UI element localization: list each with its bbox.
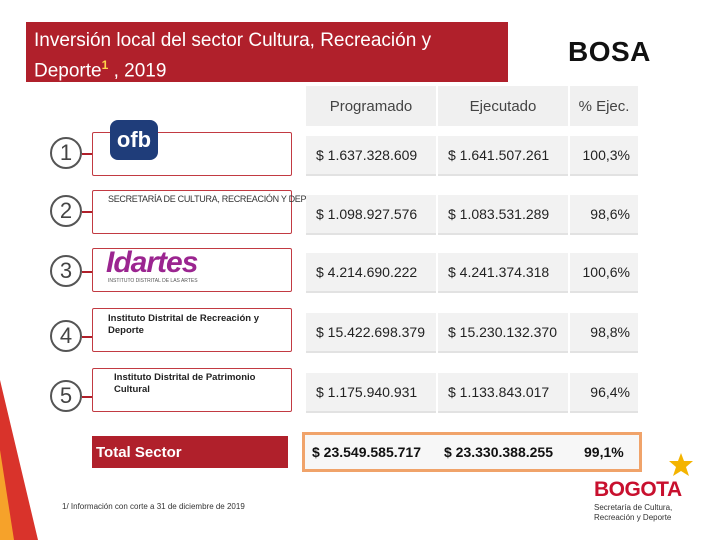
cell-pct: 98,6% — [570, 195, 638, 235]
title-main: Inversión local del sector Cultura, Recr… — [34, 30, 432, 82]
bogota-logo-subtitle: Secretaría de Cultura, Recreación y Depo… — [594, 503, 673, 522]
column-header-ejecutado: Ejecutado — [438, 86, 568, 128]
cell-ejecutado: $ 1.083.531.289 — [438, 195, 568, 235]
cell-pct: 96,4% — [570, 373, 638, 413]
row-connector — [82, 271, 100, 273]
total-pct: 99,1% — [584, 444, 624, 460]
cell-programado: $ 4.214.690.222 — [306, 253, 436, 293]
page-title: Inversión local del sector Cultura, Recr… — [34, 28, 504, 83]
title-banner: Inversión local del sector Cultura, Recr… — [26, 22, 508, 82]
column-header-pct: % Ejec. — [570, 86, 638, 128]
bogota-logo: BOGOTA — [594, 478, 682, 501]
cell-programado: $ 1.637.328.609 — [306, 136, 436, 176]
cell-programado: $ 15.422.698.379 — [306, 313, 436, 353]
location-title: BOSA — [568, 36, 651, 67]
entity-logo-frame — [92, 368, 292, 412]
scrd-logo: SECRETARÍA DE CULTURA, RECREACIÓN Y DEPO… — [108, 194, 330, 204]
total-ejecutado: $ 23.330.388.255 — [444, 444, 553, 460]
entity-logo-frame — [92, 248, 292, 292]
ofb-logo: ofb — [110, 120, 158, 160]
total-row-box — [302, 432, 642, 472]
footnote-marker: 1 — [101, 58, 109, 72]
cell-pct: 98,8% — [570, 313, 638, 353]
cell-ejecutado: $ 1.641.507.261 — [438, 136, 568, 176]
total-programado: $ 23.549.585.717 — [312, 444, 421, 460]
row-number-3: 3 — [50, 255, 82, 287]
idartes-logo-subtext: INSTITUTO DISTRITAL DE LAS ARTES — [108, 278, 198, 284]
cell-programado: $ 1.175.940.931 — [306, 373, 436, 413]
row-connector — [82, 396, 100, 398]
total-label: Total Sector — [92, 436, 288, 468]
footnote: 1/ Información con corte a 31 de diciemb… — [62, 502, 245, 511]
column-header-programado: Programado — [306, 86, 436, 128]
row-number-5: 5 — [50, 380, 82, 412]
idrd-logo: Instituto Distrital de Recreación y Depo… — [108, 313, 259, 336]
entity-logo-frame — [92, 190, 292, 234]
cell-ejecutado: $ 4.241.374.318 — [438, 253, 568, 293]
cell-pct: 100,6% — [570, 253, 638, 293]
star-icon — [669, 453, 693, 476]
cell-programado: $ 1.098.927.576 — [306, 195, 436, 235]
cell-ejecutado: $ 15.230.132.370 — [438, 313, 568, 353]
row-number-2: 2 — [50, 195, 82, 227]
row-connector — [82, 211, 100, 213]
idpc-logo: Instituto Distrital de Patrimonio Cultur… — [114, 372, 256, 395]
row-number-4: 4 — [50, 320, 82, 352]
decor-left-triangle-inner — [0, 450, 14, 540]
row-number-1: 1 — [50, 137, 82, 169]
cell-ejecutado: $ 1.133.843.017 — [438, 373, 568, 413]
row-connector — [82, 153, 100, 155]
row-connector — [82, 336, 100, 338]
cell-pct: 100,3% — [570, 136, 638, 176]
title-year: , 2019 — [108, 60, 167, 82]
entity-logo-frame — [92, 308, 292, 352]
idartes-logo: Idartes — [106, 246, 198, 279]
